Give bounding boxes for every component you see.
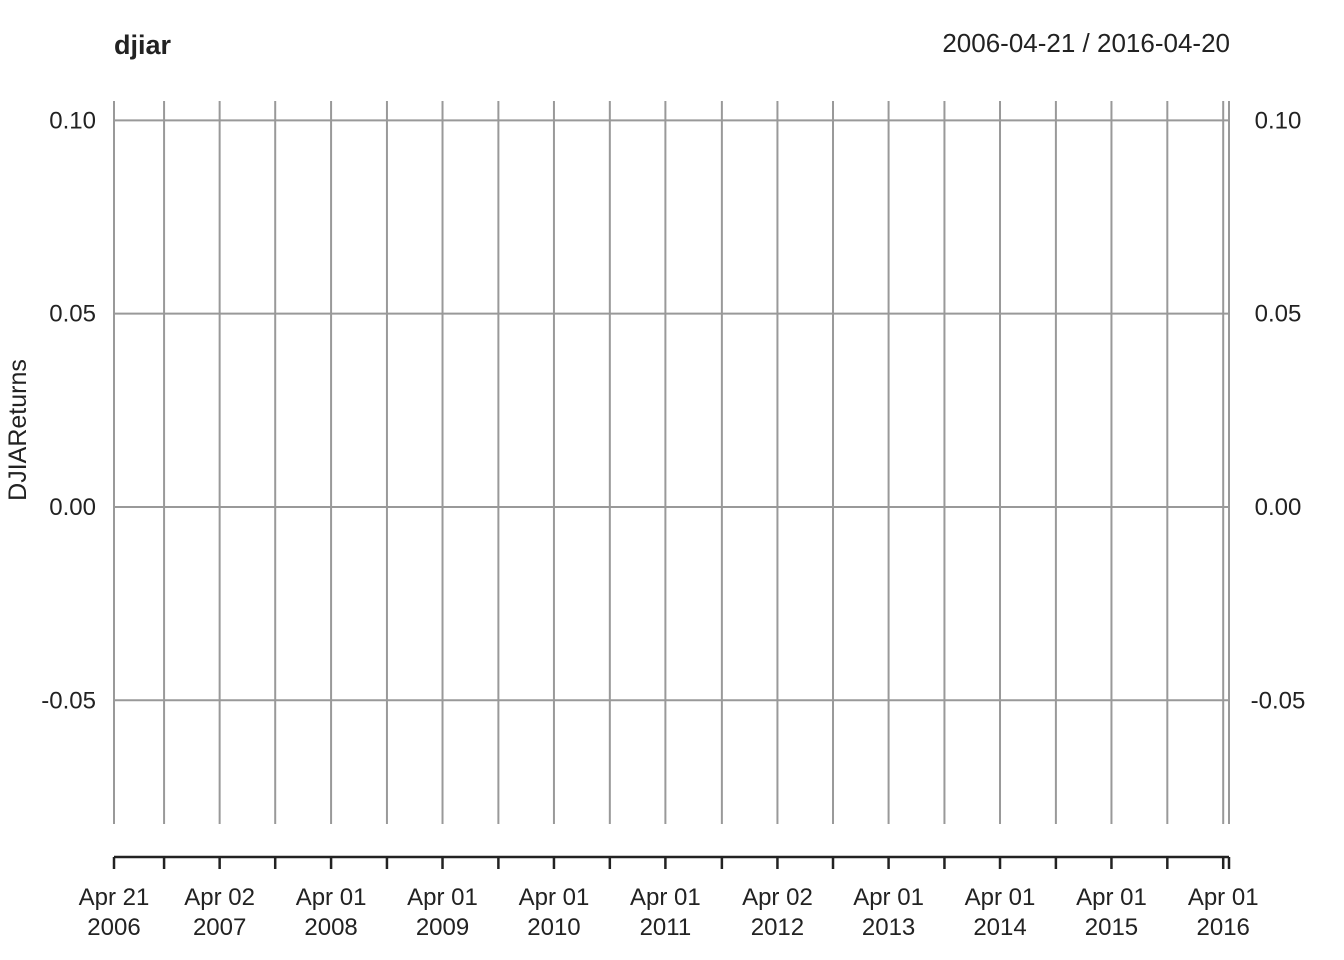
x-tick-label-year-6: 2012: [751, 914, 804, 941]
vertical-gridlines: [113, 101, 1230, 824]
chart-title: djiar: [114, 30, 172, 60]
x-tick-label-month-4: Apr 01: [519, 884, 590, 911]
x-tick-label-year-0: 2006: [87, 914, 140, 941]
x-tick-label-year-8: 2014: [973, 914, 1026, 941]
x-tick-label-year-1: 2007: [193, 914, 246, 941]
x-tick-label-month-2: Apr 01: [296, 884, 367, 911]
y-tick-label-left-0: 0.10: [49, 107, 96, 134]
x-tick-label-month-5: Apr 01: [630, 884, 701, 911]
y-tick-label-right-3: -0.05: [1251, 687, 1306, 714]
x-tick-label-month-1: Apr 02: [184, 884, 255, 911]
x-tick-label-month-3: Apr 01: [407, 884, 478, 911]
y-tick-label-right-2: 0.00: [1255, 494, 1302, 521]
x-tick-label-month-8: Apr 01: [965, 884, 1036, 911]
y-tick-label-right-1: 0.05: [1255, 301, 1302, 328]
x-tick-label-year-9: 2015: [1085, 914, 1138, 941]
x-tick-label-month-9: Apr 01: [1076, 884, 1147, 911]
x-tick-label-month-7: Apr 01: [853, 884, 924, 911]
y-axis-right: 0.10 0.05 0.00 -0.05: [1251, 107, 1306, 714]
x-tick-label-year-5: 2011: [640, 914, 692, 941]
y-axis-label: DJIAReturns: [4, 359, 32, 501]
y-axis-left: 0.10 0.05 0.00 -0.05: [41, 107, 96, 714]
y-tick-label-left-3: -0.05: [41, 687, 96, 714]
y-tick-label-left-1: 0.05: [49, 301, 96, 328]
x-tick-label-month-0: Apr 21: [79, 884, 150, 911]
x-tick-label-year-3: 2009: [416, 914, 469, 941]
date-range: 2006-04-21 / 2016-04-20: [942, 28, 1230, 58]
x-tick-label-year-10: 2016: [1197, 914, 1250, 941]
x-tick-label-month-10: Apr 01: [1188, 884, 1259, 911]
x-tick-label-year-4: 2010: [527, 914, 580, 941]
y-tick-label-right-0: 0.10: [1255, 107, 1302, 134]
x-tick-label-year-7: 2013: [862, 914, 915, 941]
x-axis: Apr 21 2006 Apr 02 2007 Apr 01 2008 Apr 01 2009…: [79, 855, 1259, 941]
horizontal-gridlines: [114, 119, 1229, 702]
x-tick-label-month-6: Apr 02: [742, 884, 813, 911]
x-tick-label-year-2: 2008: [304, 914, 357, 941]
y-tick-label-left-2: 0.00: [49, 494, 96, 521]
